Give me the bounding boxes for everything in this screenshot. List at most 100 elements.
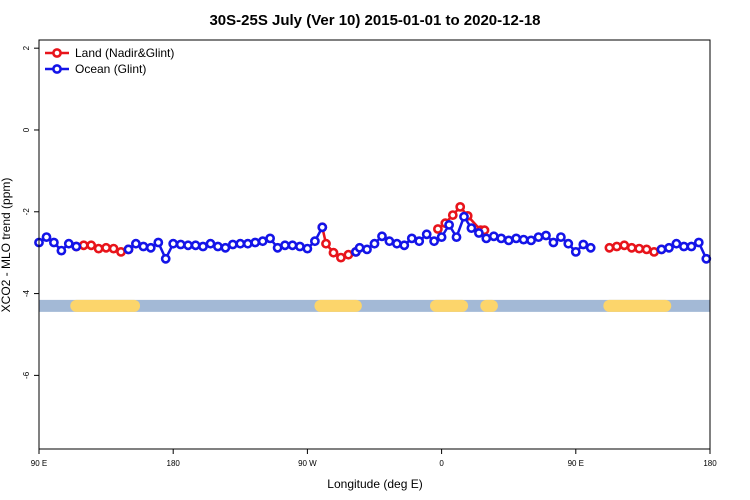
- data-point: [686, 241, 697, 252]
- legend-label: Ocean (Glint): [75, 62, 146, 76]
- data-point: [570, 246, 581, 257]
- data-point: [343, 249, 354, 260]
- data-point: [294, 241, 305, 252]
- data-point: [123, 244, 134, 255]
- data-point: [496, 233, 507, 244]
- data-point: [287, 240, 298, 251]
- data-point: [242, 238, 253, 249]
- plot-frame: [38, 39, 711, 450]
- data-point: [168, 238, 179, 249]
- data-point: [541, 230, 551, 241]
- data-point: [86, 240, 97, 251]
- x-tick-label: 180: [703, 459, 717, 468]
- x-tick-label: 90 E: [568, 459, 584, 468]
- data-point: [533, 232, 544, 242]
- data-point: [280, 240, 290, 251]
- data-point: [235, 238, 246, 249]
- y-tick-label: 2: [22, 45, 31, 50]
- data-point: [556, 232, 566, 242]
- data-point: [399, 240, 410, 251]
- data-point: [604, 242, 615, 253]
- data-point: [693, 237, 704, 248]
- data-point: [321, 238, 331, 249]
- data-point: [212, 241, 223, 252]
- data-point: [679, 241, 689, 252]
- series-ocean: [34, 211, 712, 264]
- chart-title: 30S-25S July (Ver 10) 2015-01-01 to 2020…: [209, 12, 540, 29]
- y-axis-label: XCO2 - MLO trend (ppm): [0, 178, 13, 313]
- legend-marker-0: [52, 48, 62, 58]
- data-point: [391, 238, 402, 249]
- data-point: [518, 234, 529, 245]
- data-point: [227, 239, 238, 250]
- data-point: [701, 253, 712, 264]
- data-point: [145, 242, 156, 253]
- y-tick-label: -4: [22, 289, 31, 297]
- x-axis: 90 E 180 90 W 0 90 E 180: [31, 449, 717, 468]
- data-point: [71, 241, 82, 252]
- data-point: [451, 232, 462, 242]
- data-point: [563, 238, 574, 249]
- data-point: [421, 229, 432, 240]
- legend-marker-1: [52, 64, 62, 74]
- data-point: [548, 237, 559, 248]
- data-point: [354, 242, 365, 253]
- data-point: [447, 210, 458, 220]
- x-tick-label: 0: [439, 459, 444, 468]
- data-point: [101, 242, 111, 253]
- data-point: [108, 243, 119, 254]
- data-point: [362, 244, 372, 255]
- legend: Land (Nadir&Glint) Ocean (Glint): [45, 46, 174, 76]
- data-point: [302, 243, 313, 254]
- y-tick-label: -6: [22, 371, 31, 379]
- data-point: [41, 232, 52, 242]
- data-point: [481, 233, 492, 244]
- data-point: [503, 235, 514, 246]
- data-point: [526, 235, 536, 246]
- data-point: [671, 238, 682, 249]
- data-point: [198, 241, 208, 252]
- data-point: [377, 231, 387, 242]
- data-point: [459, 211, 469, 222]
- data-point: [56, 245, 67, 256]
- data-point: [138, 241, 149, 252]
- data-point: [130, 238, 141, 249]
- data-point: [93, 243, 104, 254]
- data-point: [473, 228, 484, 238]
- data-point: [455, 201, 466, 212]
- data-point: [432, 224, 443, 234]
- x-tick-label: 90 W: [298, 459, 317, 468]
- y-tick-label: 0: [22, 127, 31, 132]
- data-point: [436, 232, 447, 242]
- data-point: [160, 253, 171, 264]
- data-point: [578, 239, 589, 250]
- data-point: [153, 237, 164, 248]
- data-point: [384, 236, 395, 247]
- data-point: [511, 233, 522, 244]
- data-point: [183, 240, 193, 251]
- data-point: [328, 247, 339, 258]
- data-point: [175, 239, 186, 250]
- data-point: [656, 244, 667, 255]
- data-point: [641, 244, 652, 255]
- x-tick-label: 180: [167, 459, 181, 468]
- y-tick-label: -2: [22, 208, 31, 216]
- data-point: [466, 223, 477, 233]
- data-point: [429, 236, 439, 247]
- data-point: [335, 252, 346, 263]
- data-point: [116, 246, 126, 257]
- x-tick-label: 90 E: [31, 459, 47, 468]
- data-point: [585, 242, 596, 253]
- data-point: [626, 242, 637, 253]
- legend-label: Land (Nadir&Glint): [75, 46, 174, 60]
- data-point: [414, 236, 425, 247]
- data-point: [250, 237, 261, 248]
- x-axis-label: Longitude (deg E): [327, 477, 422, 491]
- y-axis: 2 0 -2 -4 -6: [22, 45, 39, 379]
- data-point: [317, 222, 328, 233]
- data-point: [611, 241, 622, 252]
- data-point: [634, 243, 645, 254]
- data-point: [664, 242, 674, 253]
- data-point: [63, 238, 74, 249]
